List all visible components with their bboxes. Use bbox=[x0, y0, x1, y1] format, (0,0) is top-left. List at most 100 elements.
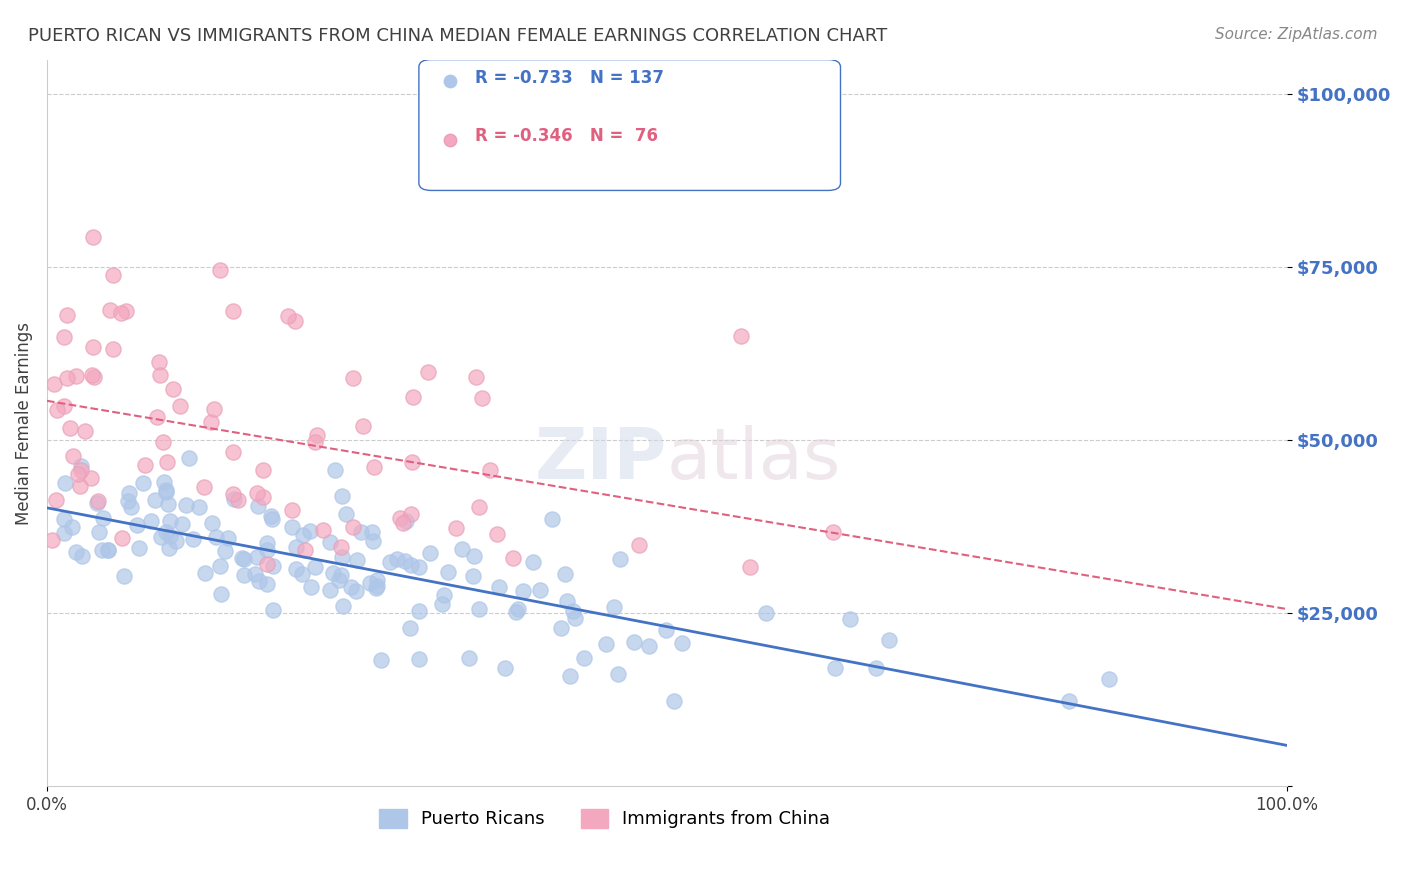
Point bbox=[149, 368, 172, 383]
Point bbox=[233, 552, 256, 566]
Point bbox=[506, 602, 529, 616]
Point bbox=[298, 524, 321, 539]
Point bbox=[823, 524, 845, 539]
Point bbox=[256, 536, 278, 550]
Point bbox=[439, 780, 461, 794]
Point bbox=[128, 541, 150, 555]
Point bbox=[430, 597, 453, 611]
Point bbox=[277, 309, 299, 323]
FancyBboxPatch shape bbox=[419, 60, 841, 190]
Point bbox=[152, 435, 174, 450]
Point bbox=[86, 494, 108, 508]
Point bbox=[162, 382, 184, 396]
Point bbox=[112, 569, 135, 583]
Point bbox=[342, 371, 364, 385]
Point bbox=[256, 577, 278, 591]
Text: Source: ZipAtlas.com: Source: ZipAtlas.com bbox=[1215, 27, 1378, 42]
Point bbox=[53, 512, 76, 526]
Point bbox=[281, 520, 304, 534]
Point bbox=[322, 566, 344, 580]
Point bbox=[361, 534, 384, 549]
Point bbox=[389, 511, 412, 525]
Point bbox=[730, 329, 752, 343]
Point bbox=[340, 580, 363, 594]
Point bbox=[522, 556, 544, 570]
Point bbox=[82, 230, 104, 244]
Point bbox=[572, 651, 595, 665]
Point bbox=[555, 593, 578, 607]
Point bbox=[201, 516, 224, 530]
Point bbox=[134, 458, 156, 472]
Point bbox=[488, 580, 510, 594]
Point bbox=[558, 668, 581, 682]
Point bbox=[461, 569, 484, 583]
Point bbox=[346, 553, 368, 567]
Point bbox=[436, 566, 458, 580]
Text: R = -0.733   N = 137: R = -0.733 N = 137 bbox=[475, 69, 664, 87]
Point bbox=[170, 516, 193, 531]
Point bbox=[398, 621, 420, 635]
Point bbox=[304, 559, 326, 574]
Point bbox=[311, 524, 333, 538]
Point bbox=[69, 479, 91, 493]
Point bbox=[152, 475, 174, 490]
Legend: Puerto Ricans, Immigrants from China: Puerto Ricans, Immigrants from China bbox=[373, 802, 838, 836]
Point bbox=[143, 493, 166, 508]
Point bbox=[131, 475, 153, 490]
Point bbox=[62, 449, 84, 463]
Point bbox=[329, 567, 352, 582]
Point bbox=[65, 369, 87, 384]
Point bbox=[623, 635, 645, 649]
Point bbox=[1097, 672, 1119, 686]
Point bbox=[155, 483, 177, 498]
Point bbox=[217, 531, 239, 545]
Point bbox=[52, 526, 75, 541]
Point bbox=[80, 368, 103, 383]
Point bbox=[169, 399, 191, 413]
Point bbox=[478, 463, 501, 477]
Point bbox=[101, 342, 124, 356]
Point bbox=[97, 543, 120, 558]
Point bbox=[332, 599, 354, 614]
Point bbox=[246, 499, 269, 513]
Point bbox=[486, 527, 509, 541]
Point bbox=[118, 486, 141, 500]
Point bbox=[839, 611, 862, 625]
Point bbox=[209, 587, 232, 601]
Point bbox=[319, 583, 342, 598]
Point bbox=[90, 542, 112, 557]
Point bbox=[391, 516, 413, 530]
Point bbox=[224, 491, 246, 506]
Point bbox=[364, 582, 387, 596]
Point bbox=[262, 602, 284, 616]
Point bbox=[319, 535, 342, 549]
Point bbox=[378, 555, 401, 569]
Point bbox=[465, 370, 488, 384]
Point bbox=[304, 434, 326, 449]
Point bbox=[439, 780, 461, 794]
Point bbox=[56, 371, 79, 385]
Point bbox=[344, 583, 367, 598]
Point bbox=[101, 268, 124, 282]
Point bbox=[65, 545, 87, 559]
Point bbox=[222, 487, 245, 501]
Point bbox=[401, 455, 423, 469]
Point bbox=[117, 494, 139, 508]
Point bbox=[200, 415, 222, 429]
Point bbox=[450, 541, 472, 556]
Point bbox=[70, 463, 93, 477]
Point bbox=[146, 409, 169, 424]
Point bbox=[877, 633, 900, 648]
Point bbox=[98, 303, 121, 318]
Point bbox=[638, 639, 661, 653]
Point bbox=[159, 514, 181, 528]
Point bbox=[350, 525, 373, 540]
Point bbox=[155, 484, 177, 499]
Point bbox=[408, 604, 430, 618]
Point bbox=[159, 529, 181, 543]
Point bbox=[127, 517, 149, 532]
Point bbox=[41, 533, 63, 547]
Point bbox=[444, 521, 467, 535]
Point bbox=[471, 392, 494, 406]
Point bbox=[550, 621, 572, 635]
